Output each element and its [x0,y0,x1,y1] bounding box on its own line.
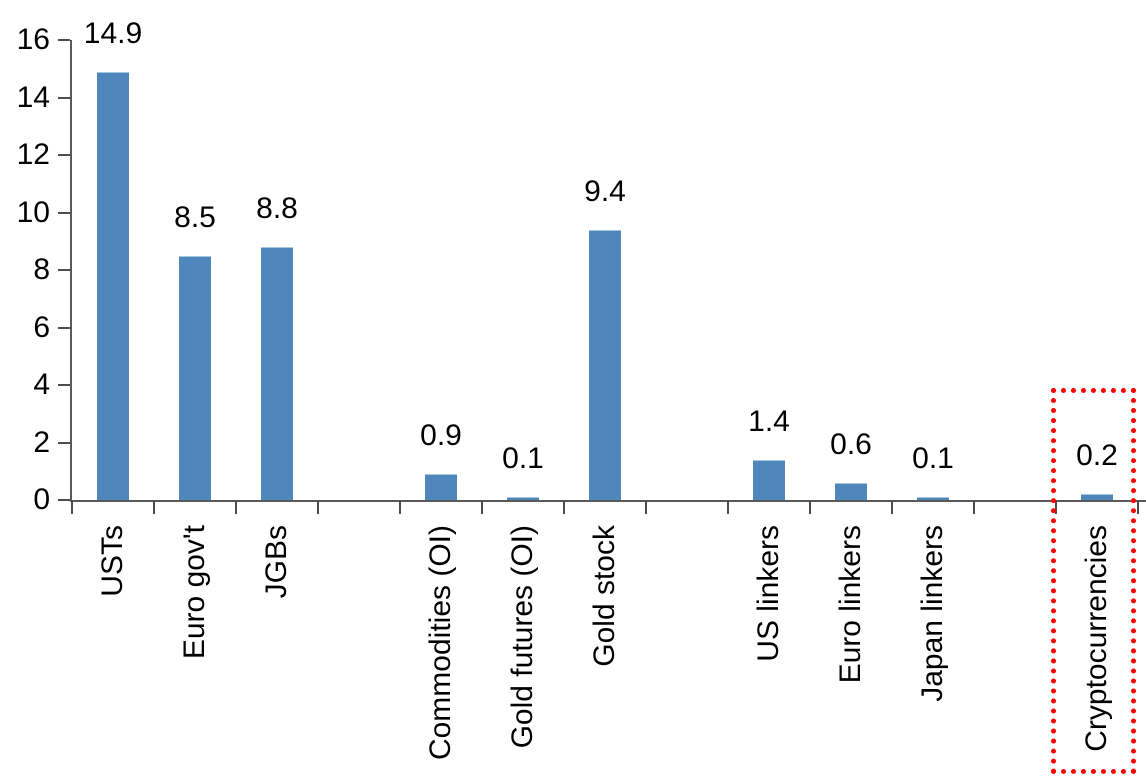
y-tick-label: 16 [16,23,50,56]
x-axis-line [70,500,1146,502]
x-category-label: Euro gov't [178,525,211,660]
x-tick [71,501,73,514]
y-tick [58,441,70,444]
x-tick [809,501,811,514]
x-category-label: Euro linkers [834,525,867,684]
y-tick [58,154,70,156]
bar-value-label: 0.9 [420,419,462,453]
x-category-label: Japan linkers [916,525,949,702]
y-tick [58,499,70,501]
x-tick [1055,501,1057,514]
y-tick-label: 0 [33,483,50,516]
y-tick [58,269,70,271]
x-tick [645,501,647,514]
x-tick [399,501,401,514]
x-tick [727,501,729,514]
x-category-label: JGBs [260,525,293,599]
bar [1081,494,1113,501]
x-tick [973,501,975,514]
x-category-label: USTs [96,525,129,597]
y-tick [58,96,70,99]
x-category-label: Gold stock [588,525,621,667]
bar [507,497,539,501]
bar [835,482,867,500]
y-tick [58,211,70,214]
bar [261,247,293,500]
y-tick-label: 4 [33,368,50,401]
bar-value-label: 14.9 [83,16,143,50]
x-tick [563,501,565,514]
bar [589,229,621,500]
y-tick-label: 6 [33,310,50,344]
bar [917,497,949,501]
x-tick [891,501,893,514]
y-tick-label: 14 [16,80,50,114]
y-tick [58,39,70,41]
highlight-box [1051,388,1136,774]
y-axis-line [70,40,72,502]
bar [753,459,785,500]
x-tick [481,501,483,514]
y-tick-label: 8 [33,253,50,286]
bar [425,474,457,501]
x-category-label: Gold futures (OI) [506,525,539,749]
bar-value-label: 8.8 [256,192,298,225]
bar [179,255,211,500]
y-tick-label: 12 [16,138,50,171]
bar-value-label: 9.4 [584,174,626,208]
x-category-label: US linkers [752,525,785,662]
bar-value-label: 1.4 [748,404,790,438]
y-tick [58,384,70,386]
y-tick-label: 2 [33,425,50,459]
x-tick [235,501,237,514]
x-tick [153,501,155,514]
bar-value-label: 0.1 [502,442,544,476]
x-tick [317,501,319,514]
x-category-label: Commodities (OI) [424,525,457,761]
bar-value-label: 0.1 [912,442,954,476]
y-tick-label: 10 [16,195,50,229]
bar [97,71,129,500]
y-tick [58,326,70,329]
x-tick [1137,501,1139,514]
bar-value-label: 8.5 [174,200,216,234]
bar-value-label: 0.2 [1076,439,1118,473]
bar-value-label: 0.6 [830,427,872,461]
